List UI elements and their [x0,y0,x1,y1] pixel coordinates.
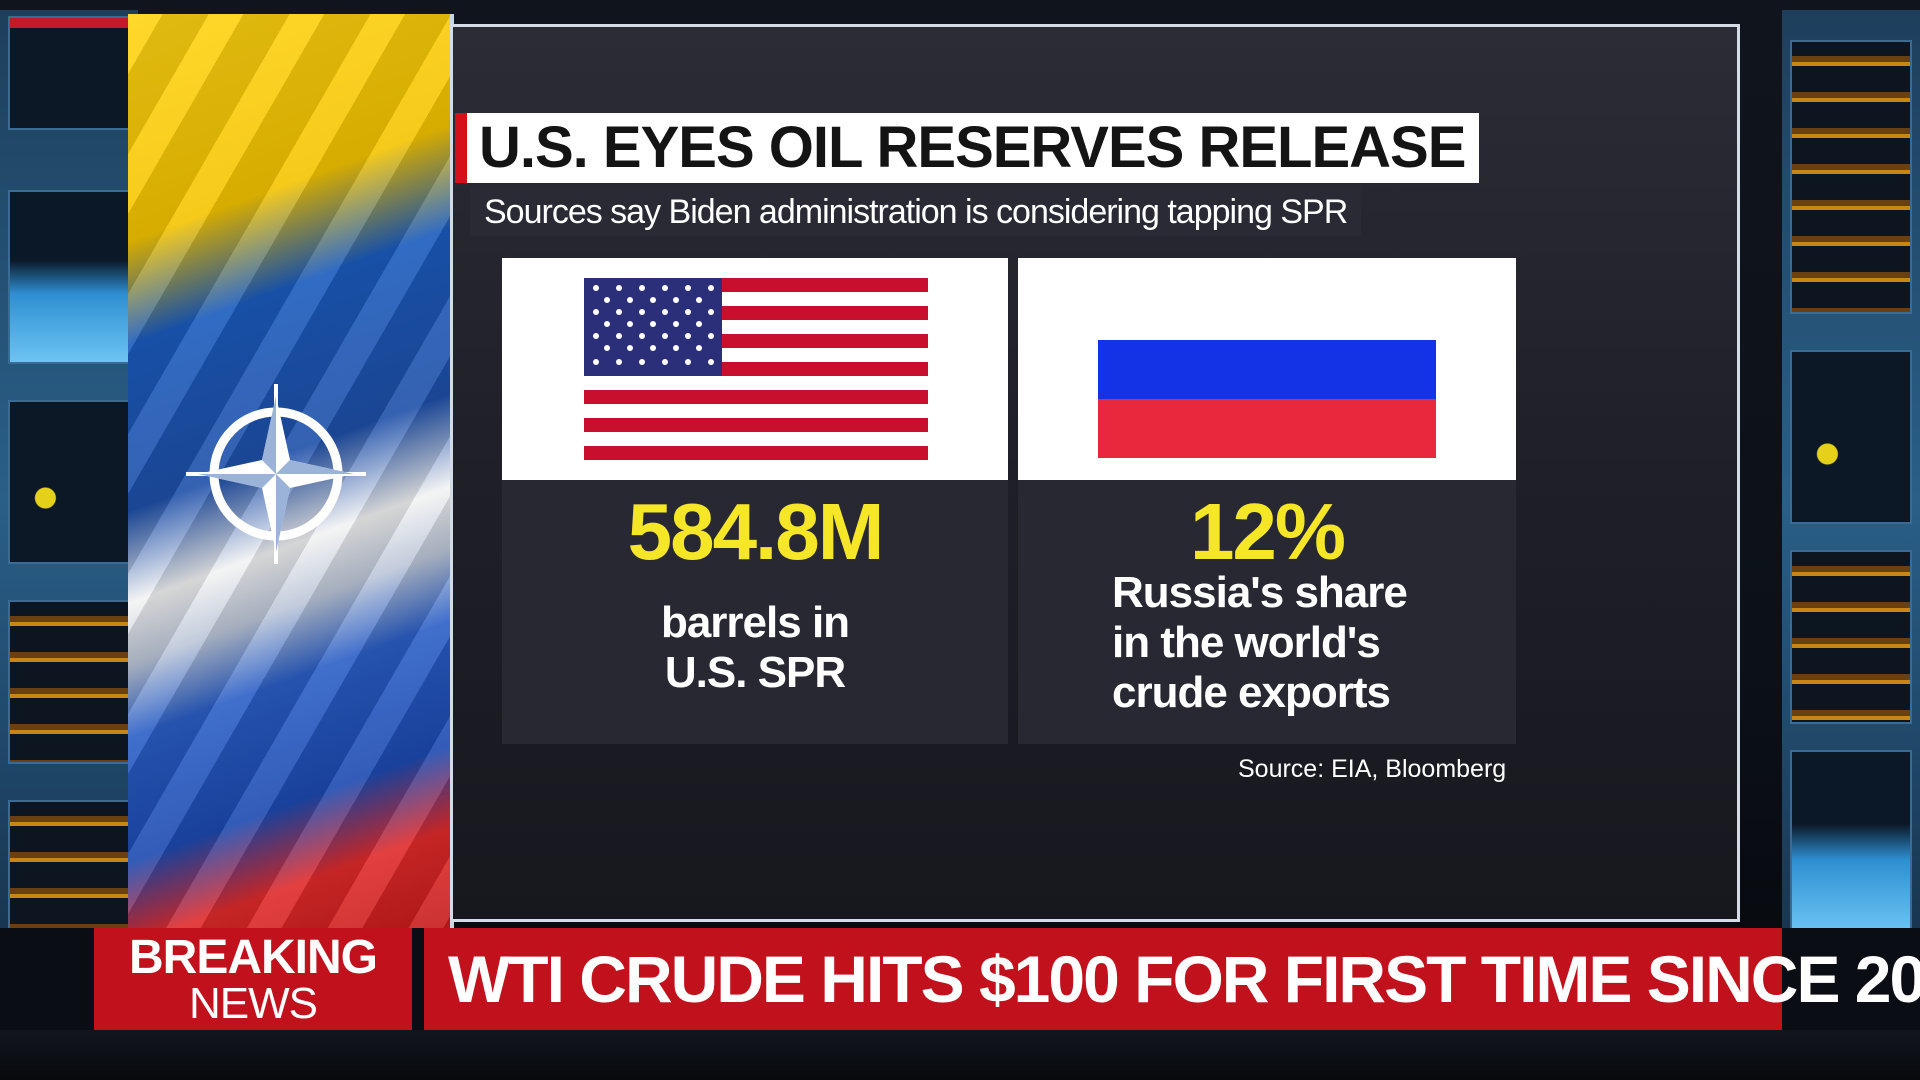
monitor-screen [1790,40,1912,314]
nato-flag-photo [128,14,454,932]
caption-line: crude exports [1112,668,1391,717]
monitor-screen [8,190,130,364]
monitor-screen [1790,750,1912,934]
nato-star-icon [186,384,366,564]
russia-share-card: 12% Russia's share in the world's crude … [1018,258,1516,744]
monitor-screen [8,800,130,934]
monitor-screen [8,400,130,564]
flag-box [1018,258,1516,480]
monitor-screen [1790,550,1912,724]
russia-flag-icon [1098,340,1436,458]
caption-line: in the world's [1112,618,1381,667]
monitor-screen [8,16,130,130]
caption-line: U.S. SPR [664,648,846,697]
headline-accent-bar [455,113,467,183]
breaking-label: BREAKING [128,931,378,984]
studio-floor [0,1030,1920,1080]
caption-line: barrels in [660,598,850,647]
caption-line: Russia's share [1112,568,1408,617]
breaking-news-tag: BREAKING NEWS [94,928,412,1030]
us-spr-card: 584.8M barrels in U.S. SPR [502,258,1008,744]
spr-caption: barrels in U.S. SPR [502,598,1008,698]
headline: U.S. EYES OIL RESERVES RELEASE [467,113,1480,183]
russia-share-stat: 12% [1189,487,1346,576]
spr-barrels-stat: 584.8M [627,487,885,576]
news-label: NEWS [189,979,318,1028]
russia-caption: Russia's share in the world's crude expo… [1112,568,1408,718]
left-monitor-wall [0,10,138,990]
us-flag-icon [584,278,928,460]
headline-ticker: WTI CRUDE HITS $100 FOR FIRST TIME SINCE… [424,928,1920,1030]
flag-box [502,258,1008,480]
right-monitor-wall [1782,10,1920,990]
subheadline: Sources say Biden administration is cons… [470,188,1362,236]
monitor-screen [8,600,130,764]
monitor-screen [1790,350,1912,524]
source-credit: Source: EIA, Bloomberg [1238,755,1507,783]
